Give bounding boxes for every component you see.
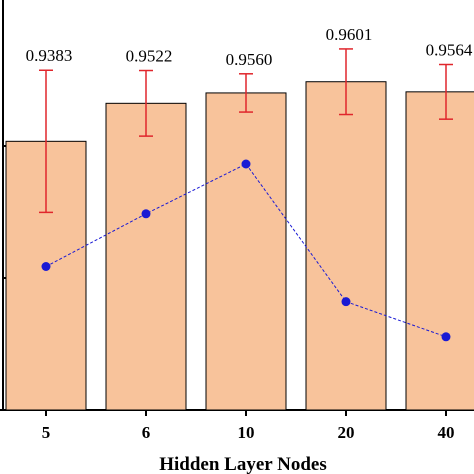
error-bar-10 (239, 73, 253, 113)
x-tick-label-5: 5 (42, 423, 51, 442)
line-path (45, 163, 447, 338)
x-tick-label-10: 10 (238, 423, 255, 442)
x-tick-labels: 5 6 10 20 40 (42, 423, 455, 442)
error-bars (39, 48, 453, 214)
error-bar-20 (339, 48, 353, 116)
error-bar-6 (139, 69, 153, 137)
line-point-5 (41, 262, 51, 271)
line-point-6 (141, 209, 151, 219)
bars (5, 81, 474, 411)
value-label-10: 0.9560 (226, 50, 273, 69)
bar-10 (205, 92, 287, 411)
x-tick-label-6: 6 (142, 423, 151, 442)
line-series (41, 159, 451, 342)
line-point-20 (341, 297, 351, 307)
error-bar-40 (439, 63, 453, 120)
value-label-40: 0.9564 (426, 41, 473, 60)
bar-6 (105, 102, 187, 411)
error-bar-5 (39, 69, 53, 214)
x-tick-label-20: 20 (338, 423, 355, 442)
x-axis-title: Hidden Layer Nodes (159, 454, 327, 474)
value-label-6: 0.9522 (126, 47, 173, 66)
bar-20 (305, 81, 387, 411)
x-tick-label-40: 40 (438, 423, 455, 442)
bar-40 (405, 91, 474, 411)
value-label-5: 0.9383 (26, 46, 73, 65)
line-point-40 (441, 332, 451, 342)
value-label-20: 0.9601 (326, 25, 373, 44)
line-point-10 (241, 159, 251, 169)
value-labels: 0.9383 0.9522 0.9560 0.9601 0.9564 (26, 25, 473, 69)
